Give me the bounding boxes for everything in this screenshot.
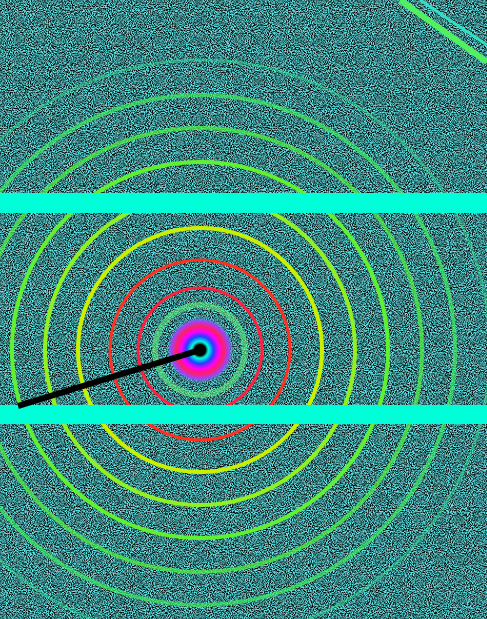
ring [0,93,457,607]
ring [10,160,390,540]
detector-gap [0,405,487,424]
rings [0,58,487,619]
beam-stop [17,347,201,409]
ring [76,226,324,474]
streak [419,0,487,47]
beam-stop-tip [194,344,206,356]
ring [152,302,248,398]
streak [398,0,487,65]
ring [108,258,292,442]
detector-gap [0,193,487,213]
ring [0,126,424,574]
ring [0,58,487,619]
